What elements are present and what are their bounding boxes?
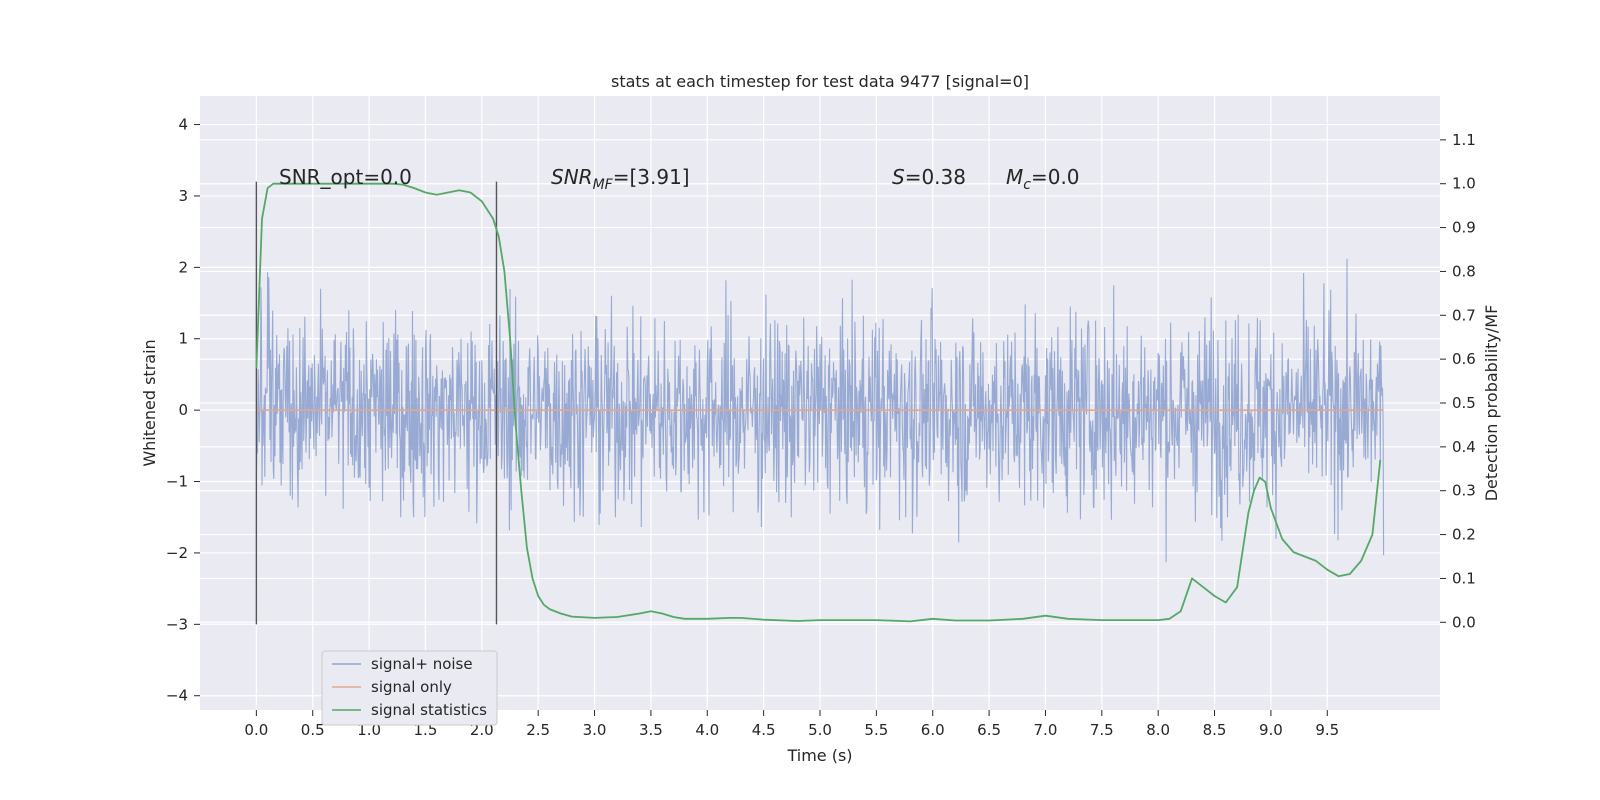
y2-tick-label-5: 0.6	[1452, 350, 1476, 368]
annotation-s-value: =0.38	[905, 165, 966, 189]
chart-title: stats at each timestep for test data 947…	[611, 72, 1029, 91]
annotation-snr-mf-sub: MF	[593, 177, 614, 193]
y-ticks: 4 3 2 1 0 −1 −2 −3 −4	[166, 116, 200, 705]
x-tick-label-5: 2.5	[526, 721, 550, 739]
y-tick-label-5: −1	[166, 473, 188, 491]
y2-tick-label-0: 1.1	[1452, 131, 1476, 149]
y2-tick-label-3: 0.8	[1452, 262, 1476, 280]
annotation-mc-main: M	[1006, 165, 1023, 189]
y2-tick-label-8: 0.3	[1452, 482, 1476, 500]
y2-tick-label-6: 0.5	[1452, 394, 1476, 412]
signal-statistics-series	[255, 182, 1382, 623]
y2-ticks: 1.1 1.0 0.9 0.8 0.7 0.6 0.5 0.4 0.3 0.2 0.1 0.0	[1440, 131, 1476, 631]
annotation-snr-opt: SNR_opt=0.0	[279, 165, 412, 189]
y-tick-label-1: 3	[178, 187, 188, 205]
y2-tick-label-2: 0.9	[1452, 219, 1476, 237]
annotation-mc: Mc=0.0	[1006, 165, 1080, 193]
vertical-markers	[255, 181, 498, 625]
x-axis-label: Time (s)	[786, 746, 852, 765]
x-tick-label-6: 3.0	[583, 721, 607, 739]
annotation-snr-mf: SNRMF=[3.91]	[551, 165, 690, 193]
x-tick-label-8: 4.0	[695, 721, 719, 739]
annotation-snr-mf-value: =[3.91]	[613, 165, 690, 189]
x-tick-label-14: 7.0	[1034, 721, 1058, 739]
y2-tick-label-1: 1.0	[1452, 175, 1476, 193]
y2-tick-label-7: 0.4	[1452, 438, 1476, 456]
x-tick-label-13: 6.5	[977, 721, 1001, 739]
annotation-s: S=0.38	[892, 165, 966, 189]
y-tick-label-4: 0	[178, 401, 188, 419]
x-tick-label-18: 9.0	[1259, 721, 1283, 739]
y-tick-label-6: −2	[166, 544, 188, 562]
legend-label-signal-only: signal only	[371, 678, 452, 696]
x-tick-label-11: 5.5	[864, 721, 888, 739]
signal-plus-noise-line	[255, 258, 1385, 563]
y2-tick-label-11: 0.0	[1452, 613, 1476, 631]
x-tick-label-7: 3.5	[639, 721, 663, 739]
signal-statistics-line	[255, 182, 1382, 623]
y-tick-label-0: 4	[178, 116, 188, 134]
x-tick-label-9: 4.5	[752, 721, 776, 739]
x-ticks: 0.0 0.5 1.0 1.5 2.0 2.5 3.0 3.5 4.0 4.5 5.0 5.5 6.0 6…	[244, 710, 1339, 739]
y2-tick-label-9: 0.2	[1452, 526, 1476, 544]
y-tick-label-2: 2	[178, 258, 188, 276]
legend-label-signal-statistics: signal statistics	[371, 701, 487, 719]
y-tick-label-8: −4	[166, 687, 188, 705]
x-tick-label-12: 6.0	[921, 721, 945, 739]
x-tick-label-15: 7.5	[1090, 721, 1114, 739]
x-tick-label-10: 5.0	[808, 721, 832, 739]
y-tick-label-3: 1	[178, 330, 188, 348]
legend-label-signal-plus-noise: signal+ noise	[371, 655, 473, 673]
y-tick-label-7: −3	[166, 615, 188, 633]
x-tick-label-19: 9.5	[1315, 721, 1339, 739]
x-tick-label-17: 8.5	[1203, 721, 1227, 739]
annotation-snr-mf-main: SNR	[551, 165, 593, 189]
legend: signal+ noise signal only signal statist…	[321, 650, 498, 726]
y-axis-label: Whitened strain	[140, 339, 159, 466]
annotation-s-main: S	[892, 165, 905, 189]
annotation-mc-value: =0.0	[1031, 165, 1080, 189]
x-tick-label-0: 0.0	[244, 721, 268, 739]
y2-tick-label-10: 0.1	[1452, 569, 1476, 587]
y2-tick-label-4: 0.7	[1452, 306, 1476, 324]
x-tick-label-16: 8.0	[1146, 721, 1170, 739]
annotation-mc-sub: c	[1023, 177, 1031, 193]
signal-plus-noise-series	[255, 258, 1385, 563]
y2-axis-label: Detection probability/MF	[1482, 305, 1501, 502]
legend-box	[321, 650, 498, 726]
x-tick-label-1: 0.5	[301, 721, 325, 739]
